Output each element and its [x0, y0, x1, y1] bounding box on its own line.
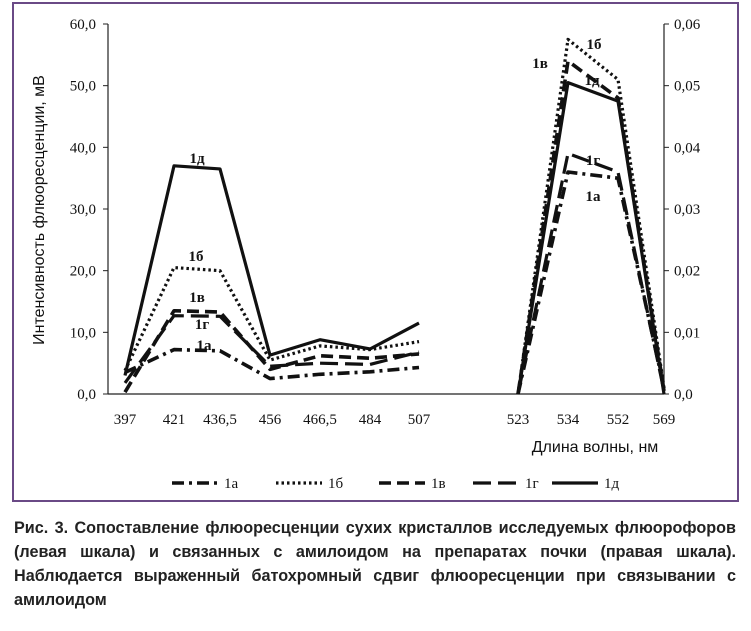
series-annotation: 1в: [532, 56, 548, 72]
x-tick-label: 484: [359, 412, 382, 428]
series-line-right-solid: [516, 80, 666, 395]
figure-frame: [12, 2, 739, 502]
left-tick-label: 60,0: [70, 17, 96, 33]
legend-label: 1г: [525, 476, 539, 492]
x-tick-label: 552: [607, 412, 630, 428]
legend-label: 1б: [328, 476, 344, 492]
x-axis-title: Длина волны, нм: [532, 439, 659, 456]
x-tick-label: 397: [114, 412, 137, 428]
left-tick-label: 0,0: [77, 387, 96, 403]
left-tick-label: 50,0: [70, 79, 96, 95]
series-annotation: 1д: [584, 73, 600, 89]
series-line-right-dashed: [516, 151, 666, 395]
right-tick-label: 0,05: [674, 79, 700, 95]
series-line-left-solid: [123, 164, 420, 376]
x-tick-label: 466,5: [303, 412, 337, 428]
x-tick-label: 456: [259, 412, 282, 428]
x-tick-label: 436,5: [203, 412, 237, 428]
x-tick-label: 569: [653, 412, 676, 428]
right-tick-label: 0,0: [674, 387, 693, 403]
legend-label: 1в: [431, 476, 446, 492]
series-line-right-dashdash: [516, 59, 666, 395]
series-line-left-dashdash: [123, 308, 420, 394]
legend-label: 1д: [604, 476, 620, 492]
left-tick-label: 20,0: [70, 264, 96, 280]
left-axis-title: Интенсивность флюоресценции, мВ: [31, 75, 48, 345]
figure-caption: Рис. 3. Сопоставление флюоресценции сухи…: [14, 519, 736, 609]
fluorescence-chart: 0,0 10,0 20,0 30,0 40,0 50,0 60,0 0,0 0,01 0,02 0,…: [31, 17, 701, 492]
series-annotation: 1б: [189, 249, 204, 265]
series-annotation: 1а: [586, 189, 602, 205]
right-tick-label: 0,02: [674, 264, 700, 280]
right-tick-label: 0,04: [674, 140, 701, 156]
left-tick-label: 40,0: [70, 140, 96, 156]
series-annotation: 1г: [586, 153, 601, 169]
series-annotation: 1б: [587, 37, 602, 53]
right-tick-label: 0,01: [674, 325, 700, 341]
legend-label: 1а: [224, 476, 239, 492]
series-line-left-dashdot: [124, 347, 420, 381]
right-tick-label: 0,06: [674, 17, 701, 33]
left-tick-label: 30,0: [70, 202, 96, 218]
series-annotation: 1в: [189, 290, 205, 306]
series-annotation: 1д: [189, 151, 205, 167]
x-tick-label: 507: [408, 412, 431, 428]
x-tick-label: 534: [557, 412, 580, 428]
series-line-left-dashed: [123, 314, 420, 384]
series-annotation: 1г: [195, 317, 210, 333]
left-tick-label: 10,0: [70, 325, 96, 341]
right-tick-label: 0,03: [674, 202, 700, 218]
series-annotation: 1а: [197, 338, 213, 354]
series-line-right-dotted: [516, 37, 666, 395]
x-tick-label: 523: [507, 412, 530, 428]
x-tick-label: 421: [163, 412, 186, 428]
